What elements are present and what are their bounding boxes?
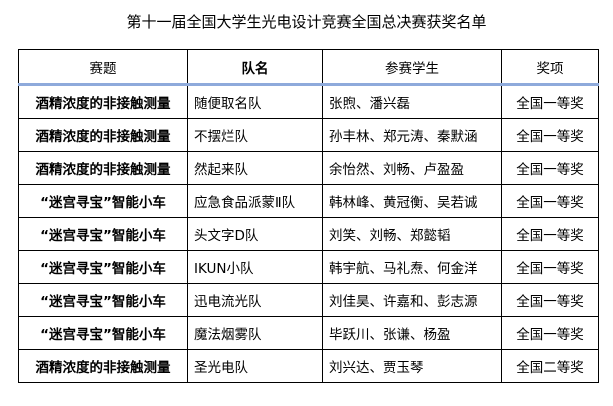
cell-team: 圣光电队 — [187, 349, 323, 383]
cell-students: 韩林峰、黄冠衡、吴若诚 — [322, 184, 502, 218]
cell-team: IKUN小队 — [187, 250, 323, 284]
awards-table: 赛题 队名 参赛学生 奖项 酒精浓度的非接触测量 随便取名队 张煦、潘兴磊 全国一等奖… — [18, 49, 599, 383]
cell-award: 全国一等奖 — [501, 184, 599, 218]
table-row: 酒精浓度的非接触测量 圣光电队 刘兴达、贾玉琴 全国二等奖 — [18, 349, 599, 383]
cell-team: 然起来队 — [187, 151, 323, 185]
table-row: “迷宫寻宝”智能小车 头文字D队 刘笑、刘畅、郑懿韬 全国一等奖 — [18, 217, 599, 251]
cell-students: 韩宇航、马礼焘、何金洋 — [322, 250, 502, 284]
cell-topic: “迷宫寻宝”智能小车 — [18, 316, 188, 350]
cell-team: 魔法烟雾队 — [187, 316, 323, 350]
cell-students: 张煦、潘兴磊 — [322, 84, 502, 119]
table-row: 酒精浓度的非接触测量 随便取名队 张煦、潘兴磊 全国一等奖 — [18, 84, 599, 119]
cell-award: 全国一等奖 — [501, 316, 599, 350]
header-award: 奖项 — [501, 49, 599, 86]
table-header-row: 赛题 队名 参赛学生 奖项 — [18, 49, 599, 86]
cell-team: 迅电流光队 — [187, 283, 323, 317]
cell-team: 不摆烂队 — [187, 118, 323, 152]
cell-award: 全国一等奖 — [501, 250, 599, 284]
table-row: “迷宫寻宝”智能小车 IKUN小队 韩宇航、马礼焘、何金洋 全国一等奖 — [18, 250, 599, 284]
cell-award: 全国一等奖 — [501, 151, 599, 185]
cell-students: 刘佳昊、许嘉和、彭志源 — [322, 283, 502, 317]
cell-award: 全国二等奖 — [501, 349, 599, 383]
cell-award: 全国一等奖 — [501, 217, 599, 251]
cell-topic: “迷宫寻宝”智能小车 — [18, 217, 188, 251]
cell-team: 应急食品派蒙Ⅱ队 — [187, 184, 323, 218]
table-row: 酒精浓度的非接触测量 然起来队 余怡然、刘畅、卢盈盈 全国一等奖 — [18, 151, 599, 185]
cell-topic: “迷宫寻宝”智能小车 — [18, 250, 188, 284]
table-row: “迷宫寻宝”智能小车 迅电流光队 刘佳昊、许嘉和、彭志源 全国一等奖 — [18, 283, 599, 317]
cell-topic: 酒精浓度的非接触测量 — [18, 84, 188, 119]
table-row: “迷宫寻宝”智能小车 魔法烟雾队 毕跃川、张谦、杨盈 全国一等奖 — [18, 316, 599, 350]
cell-team: 随便取名队 — [187, 84, 323, 119]
cell-topic: 酒精浓度的非接触测量 — [18, 349, 188, 383]
cell-topic: 酒精浓度的非接触测量 — [18, 151, 188, 185]
cell-students: 孙丰林、郑元涛、秦默涵 — [322, 118, 502, 152]
table-row: “迷宫寻宝”智能小车 应急食品派蒙Ⅱ队 韩林峰、黄冠衡、吴若诚 全国一等奖 — [18, 184, 599, 218]
cell-students: 刘兴达、贾玉琴 — [322, 349, 502, 383]
cell-team: 头文字D队 — [187, 217, 323, 251]
cell-students: 毕跃川、张谦、杨盈 — [322, 316, 502, 350]
cell-students: 余怡然、刘畅、卢盈盈 — [322, 151, 502, 185]
cell-award: 全国一等奖 — [501, 283, 599, 317]
cell-award: 全国一等奖 — [501, 84, 599, 119]
page-title: 第十一届全国大学生光电设计竞赛全国总决赛获奖名单 — [126, 13, 487, 31]
cell-topic: 酒精浓度的非接触测量 — [18, 118, 188, 152]
cell-topic: “迷宫寻宝”智能小车 — [18, 283, 188, 317]
cell-award: 全国一等奖 — [501, 118, 599, 152]
header-topic: 赛题 — [18, 49, 188, 86]
table-row: 酒精浓度的非接触测量 不摆烂队 孙丰林、郑元涛、秦默涵 全国一等奖 — [18, 118, 599, 152]
header-students: 参赛学生 — [322, 49, 502, 86]
header-team: 队名 — [187, 49, 323, 86]
cell-topic: “迷宫寻宝”智能小车 — [18, 184, 188, 218]
cell-students: 刘笑、刘畅、郑懿韬 — [322, 217, 502, 251]
